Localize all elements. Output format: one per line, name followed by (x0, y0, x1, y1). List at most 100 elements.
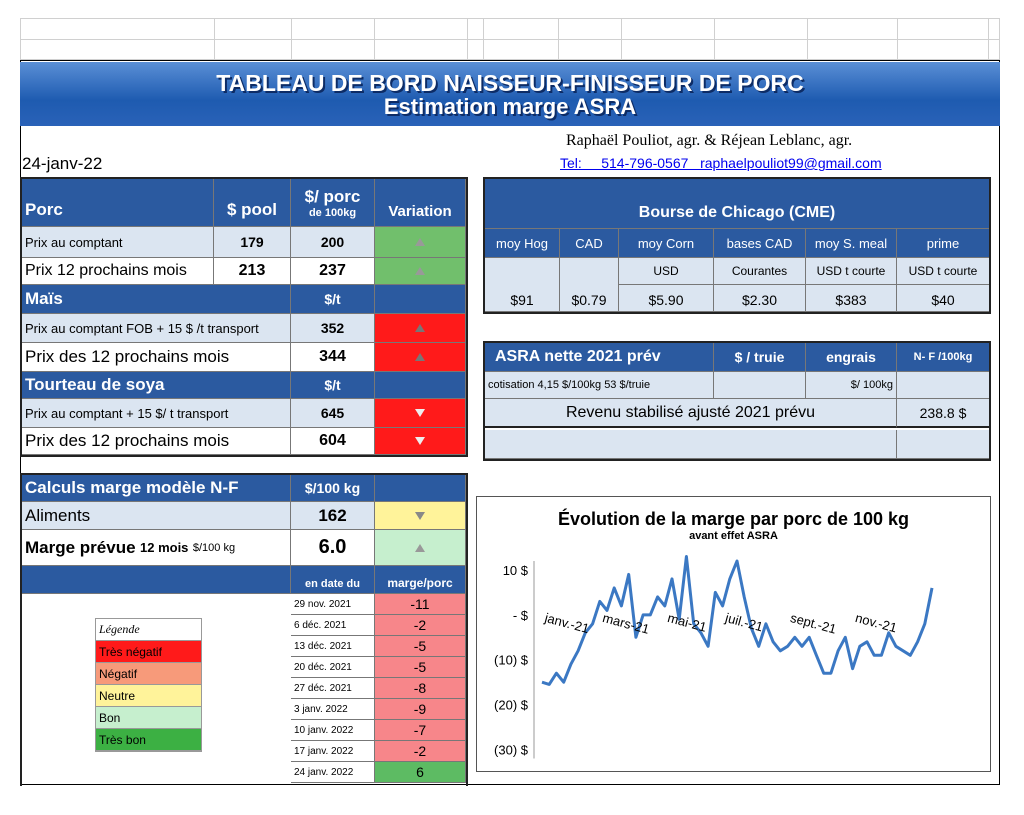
grid-col-line (621, 19, 622, 59)
porc-col-label: $/ porc (304, 186, 361, 206)
chicago-col-unit: USD (619, 258, 714, 285)
chicago-value: $2.30 (714, 285, 806, 312)
mais-unit: $/t (291, 285, 375, 314)
mais-header: Maïs (22, 285, 291, 314)
prices-table (20, 177, 468, 457)
chicago-col-header: bases CAD (714, 229, 806, 258)
soya-row-label: Prix au comptant + 15 $/ t transport (22, 399, 291, 428)
chicago-value: $0.79 (560, 285, 619, 312)
history-marge-value: -5 (375, 657, 466, 678)
history-date: 3 janv. 2022 (291, 699, 375, 720)
y-tick-label: (10) $ (494, 653, 529, 668)
asra-nf-cell (897, 372, 989, 399)
chicago-col-unit: USD t courte (806, 258, 897, 285)
history-date: 17 janv. 2022 (291, 741, 375, 762)
mais-value: 352 (291, 314, 375, 343)
history-marge-value: -11 (375, 594, 466, 615)
variation-cell (375, 399, 466, 428)
marge-prevue-value: 6.0 (291, 530, 375, 566)
contact-link[interactable]: Tel: 514-796-0567 raphaelpouliot99@gmail… (560, 155, 882, 171)
history-marge-value: -5 (375, 636, 466, 657)
marge-series-line (541, 555, 934, 686)
aliments-value: 162 (291, 502, 375, 530)
arrow-down-icon (415, 437, 425, 445)
y-tick-label: (30) $ (494, 743, 529, 758)
legend-item: Bon (96, 707, 201, 729)
mais-header-blank (375, 285, 466, 314)
x-tick-label: nov.-21 (854, 610, 899, 635)
porc-value: 237 (291, 258, 375, 285)
grid-row-line (21, 39, 999, 40)
history-marge-value: -2 (375, 741, 466, 762)
pool-col-header: $ pool (214, 179, 291, 227)
chicago-value: $40 (897, 285, 989, 312)
variation-cell (375, 343, 466, 372)
soya-row-label: Prix des 12 prochains mois (22, 428, 291, 455)
dashboard-subtitle: Estimation marge ASRA (383, 94, 637, 119)
chicago-col-header: prime (897, 229, 989, 258)
arrow-down-icon (415, 409, 425, 417)
marge-header-blank (375, 475, 466, 502)
asra-blank-cell (897, 430, 989, 459)
grid-col-line (807, 19, 808, 59)
legend-title: Légende (96, 619, 201, 641)
asra-nf-header: N- F /100kg (897, 343, 989, 372)
porc-value: 200 (291, 227, 375, 258)
grid-col-line (558, 19, 559, 59)
porc-pool-value: 179 (214, 227, 291, 258)
legend-item: Neutre (96, 685, 201, 707)
authors: Raphaël Pouliot, agr. & Réjean Leblanc, … (566, 132, 853, 149)
variation-cell (375, 314, 466, 343)
aliments-label: Aliments (22, 502, 291, 530)
legend-item: Très bon (96, 729, 201, 751)
history-date: 10 janv. 2022 (291, 720, 375, 741)
marge-unit: $/100 kg (291, 475, 375, 502)
arrow-up-icon (415, 267, 425, 275)
variation-cell (375, 428, 466, 455)
chicago-col-unit (560, 258, 619, 285)
porc-row-label: Prix 12 prochains mois (22, 258, 214, 285)
marge-prevue-unit: $/100 kg (192, 541, 236, 554)
asra-revenu-value: 238.8 $ (897, 399, 989, 428)
legend-items: Très négatif Négatif Neutre Bon Très bon (96, 641, 201, 751)
asra-blank-cell (485, 430, 897, 459)
legend: Légende Très négatif Négatif Neutre Bon Très… (95, 618, 202, 752)
arrow-down-icon (415, 511, 425, 520)
y-tick-label: (20) $ (494, 698, 529, 713)
marge-prevue-title: Marge prévue (25, 537, 136, 557)
chart-title: Évolution de la marge par porc de 100 kg (557, 509, 910, 529)
chicago-col-unit: Courantes (714, 258, 806, 285)
mais-value: 344 (291, 343, 375, 372)
variation-cell (375, 530, 466, 566)
history-date: 24 janv. 2022 (291, 762, 375, 783)
chicago-value: $5.90 (619, 285, 714, 312)
chart-plot: 10 $- $(10) $(20) $(30) $janv.-21 mars-21… (494, 555, 934, 759)
asra-engrais-unit: $/ 100kg (806, 372, 897, 399)
grid-col-line (483, 19, 484, 59)
chicago-header: Bourse de Chicago (CME) (485, 179, 989, 229)
report-date: 24-janv-22 (22, 154, 103, 173)
x-tick-label: juil.-21 (723, 610, 765, 635)
porc-pool-value: 213 (214, 258, 291, 285)
porc-row-label: Prix au comptant (22, 227, 214, 258)
chart-subtitle: avant effet ASRA (689, 530, 778, 542)
asra-table (483, 341, 991, 461)
asra-revenu-label: Revenu stabilisé ajusté 2021 prévu (485, 399, 897, 428)
history-marge-value: -8 (375, 678, 466, 699)
marge-table (20, 473, 468, 786)
marge-prevue-label: Marge prévue 12 mois $/100 kg (22, 530, 291, 566)
dashboard-title: TABLEAU DE BORD NAISSEUR-FINISSEUR DE PO… (216, 70, 804, 96)
grid-col-line (714, 19, 715, 59)
spreadsheet-grid (20, 18, 1000, 60)
arrow-up-icon (415, 324, 425, 332)
soya-value: 604 (291, 428, 375, 455)
history-marge-value: -7 (375, 720, 466, 741)
variation-cell (375, 258, 466, 285)
history-marge-value: -9 (375, 699, 466, 720)
porc-header: Porc (22, 179, 214, 227)
asra-truie-cell (714, 372, 806, 399)
asra-cotisation: cotisation 4,15 $/100kg 53 $/truie (485, 372, 714, 399)
chicago-col-header: moy Hog (485, 229, 560, 258)
soya-unit: $/t (291, 372, 375, 399)
x-tick-label: sept.-21 (789, 610, 838, 637)
